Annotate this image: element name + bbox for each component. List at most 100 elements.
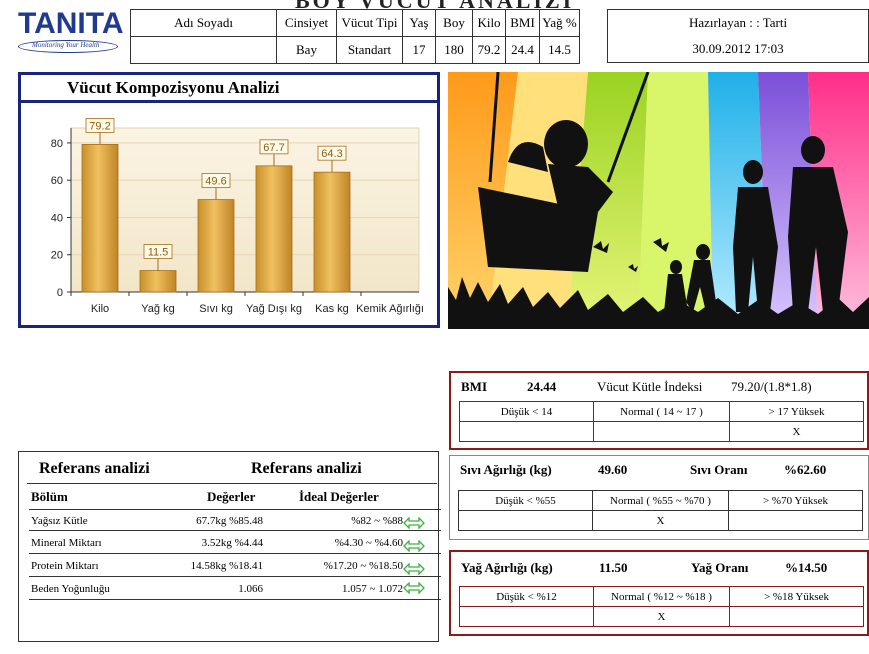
bmi-panel: BMI 24.44 Vücut Kütle İndeksi 79.20/(1.8… xyxy=(449,371,869,450)
mark-low xyxy=(459,606,594,627)
mark-normal xyxy=(593,421,730,442)
body-composition-chart-panel: Vücut Kompozisyonu Analizi 0 20 40 60 80 Kilo… xyxy=(18,72,440,328)
data-label: 49.6 xyxy=(205,176,226,188)
val-age: 17 xyxy=(402,36,436,64)
water-ratio: %62.60 xyxy=(784,462,827,477)
bmi-header: BMI 24.44 Vücut Kütle İndeksi 79.20/(1.8… xyxy=(451,373,867,401)
fat-header: Yağ Ağırlığı (kg) 11.50 Yağ Oranı %14.50 xyxy=(451,552,867,580)
row-name: Beden Yoğunluğu xyxy=(31,583,110,595)
prepared-by-box: Hazırlayan : : Tarti 30.09.2012 17:03 xyxy=(607,9,869,63)
mark-high: X xyxy=(729,421,864,442)
reference-title-left: Referans analizi xyxy=(39,460,150,477)
range-high: > 17 Yüksek xyxy=(729,401,864,422)
row-ideal: %4.30 ~ %4.60 xyxy=(334,537,403,549)
col-values-header: Değerler xyxy=(207,489,256,504)
val-gender: Bay xyxy=(276,36,337,64)
bar xyxy=(81,144,119,293)
double-arrow-icon xyxy=(403,517,425,529)
mark-normal: X xyxy=(592,510,729,531)
data-label-box xyxy=(259,139,289,155)
double-arrow-icon xyxy=(403,540,425,552)
water-label: Sıvı Ağırlığı (kg) xyxy=(460,462,552,477)
bmi-formula: 79.20/(1.8*1.8) xyxy=(731,379,812,394)
report-date: 30.09.2012 17:03 xyxy=(692,41,784,56)
range-high: > %70 Yüksek xyxy=(728,490,863,511)
x-tick-label: Kilo xyxy=(91,303,109,315)
fat-ratio-label: Yağ Oranı xyxy=(691,560,749,575)
data-label: 79.2 xyxy=(89,120,110,132)
mark-low xyxy=(458,510,593,531)
range-low: Düşük < %12 xyxy=(459,586,594,607)
col-ideal-header: İdeal Değerler xyxy=(299,489,379,504)
fat-label: Yağ Ağırlığı (kg) xyxy=(461,560,553,575)
patient-info-table: Adı Soyadı Cinsiyet Vücut Tipi Yaş Boy K… xyxy=(130,9,580,64)
range-normal: Normal ( 14 ~ 17 ) xyxy=(593,401,730,422)
water-header: Sıvı Ağırlığı (kg) 49.60 Sıvı Oranı %62.… xyxy=(450,456,868,484)
logo-brand: TANITA xyxy=(18,7,124,40)
y-tick-label: 40 xyxy=(51,212,63,224)
col-fat: Yağ % xyxy=(539,9,580,37)
data-label: 11.5 xyxy=(148,247,169,259)
bmi-label: BMI xyxy=(461,379,487,394)
bmi-desc: Vücut Kütle İndeksi xyxy=(597,379,703,394)
data-label-box xyxy=(85,117,115,133)
mark-high xyxy=(728,510,863,531)
logo-tagline: Monitoring Your Health xyxy=(32,41,100,49)
x-tick-label: Kemik Ağırlığı xyxy=(356,303,424,315)
x-tick-label: Yağ kg xyxy=(141,303,174,315)
bar xyxy=(197,199,235,293)
bmi-value: 24.44 xyxy=(527,379,557,394)
val-height: 180 xyxy=(435,36,473,64)
prepared-by: Hazırlayan : : Tarti xyxy=(608,10,868,36)
water-value: 49.60 xyxy=(598,462,628,477)
reference-row: Mineral Miktarı 3.52kg %4.44 %4.30 ~ %4.… xyxy=(29,532,441,554)
double-arrow-icon xyxy=(403,582,425,594)
patient-info-header-row: Adı Soyadı Cinsiyet Vücut Tipi Yaş Boy K… xyxy=(130,9,580,37)
col-age: Yaş xyxy=(402,9,436,37)
data-label: 64.3 xyxy=(321,148,342,160)
data-label-box xyxy=(317,145,347,161)
row-ideal: 1.057 ~ 1.072 xyxy=(342,583,403,595)
range-low: Düşük < 14 xyxy=(459,401,594,422)
bar xyxy=(139,270,177,293)
mark-high xyxy=(729,606,864,627)
double-arrow-icon xyxy=(403,563,425,575)
reference-row: Yağsız Kütle 67.7kg %85.48 %82 ~ %88 xyxy=(29,509,441,531)
fat-panel: Yağ Ağırlığı (kg) 11.50 Yağ Oranı %14.50… xyxy=(449,550,869,636)
row-value: 67.7kg %85.48 xyxy=(196,515,263,527)
val-body-type: Standart xyxy=(336,36,403,64)
col-bmi: BMI xyxy=(505,9,540,37)
val-bmi: 24.4 xyxy=(505,36,540,64)
y-tick-label: 60 xyxy=(51,175,63,187)
fat-ratio: %14.50 xyxy=(785,560,828,575)
chart-title: Vücut Kompozisyonu Analizi xyxy=(21,75,437,103)
bar xyxy=(255,165,293,293)
col-weight: Kilo xyxy=(472,9,506,37)
row-ideal: %17.20 ~ %18.50 xyxy=(323,560,403,572)
patient-info-value-row: Bay Standart 17 180 79.2 24.4 14.5 xyxy=(130,36,580,64)
fat-range-table: Düşük < %12 Normal ( %12 ~ %18 ) > %18 Y… xyxy=(459,586,864,627)
plot-area xyxy=(70,127,420,293)
body-composition-chart: 0 20 40 60 80 Kilo 79.2 Yağ kg 11.5 Sıvı kg 49.6 Ya… xyxy=(51,117,424,315)
y-tick-label: 20 xyxy=(51,250,63,262)
mark-low xyxy=(459,421,594,442)
y-tick-label: 0 xyxy=(57,287,63,299)
val-fat: 14.5 xyxy=(539,36,580,64)
row-ideal: %82 ~ %88 xyxy=(351,515,403,527)
x-tick-label: Yağ Dışı kg xyxy=(246,303,302,315)
col-height: Boy xyxy=(435,9,473,37)
val-name xyxy=(130,36,277,64)
mark-normal: X xyxy=(593,606,730,627)
reference-analysis-panel: Referans analizi Referans analizi Bölüm … xyxy=(18,451,441,642)
range-high: > %18 Yüksek xyxy=(729,586,864,607)
row-name: Protein Miktarı xyxy=(31,560,99,572)
col-body-type: Vücut Tipi xyxy=(336,9,403,37)
reference-row: Protein Miktarı 14.58kg %18.41 %17.20 ~ … xyxy=(29,555,441,577)
col-section-header: Bölüm xyxy=(31,489,68,504)
bar xyxy=(313,171,351,293)
range-low: Düşük < %55 xyxy=(458,490,593,511)
family-silhouette-image xyxy=(448,72,869,329)
row-value: 14.58kg %18.41 xyxy=(190,560,263,572)
row-name: Yağsız Kütle xyxy=(31,515,88,527)
water-panel: Sıvı Ağırlığı (kg) 49.60 Sıvı Oranı %62.… xyxy=(449,455,869,540)
